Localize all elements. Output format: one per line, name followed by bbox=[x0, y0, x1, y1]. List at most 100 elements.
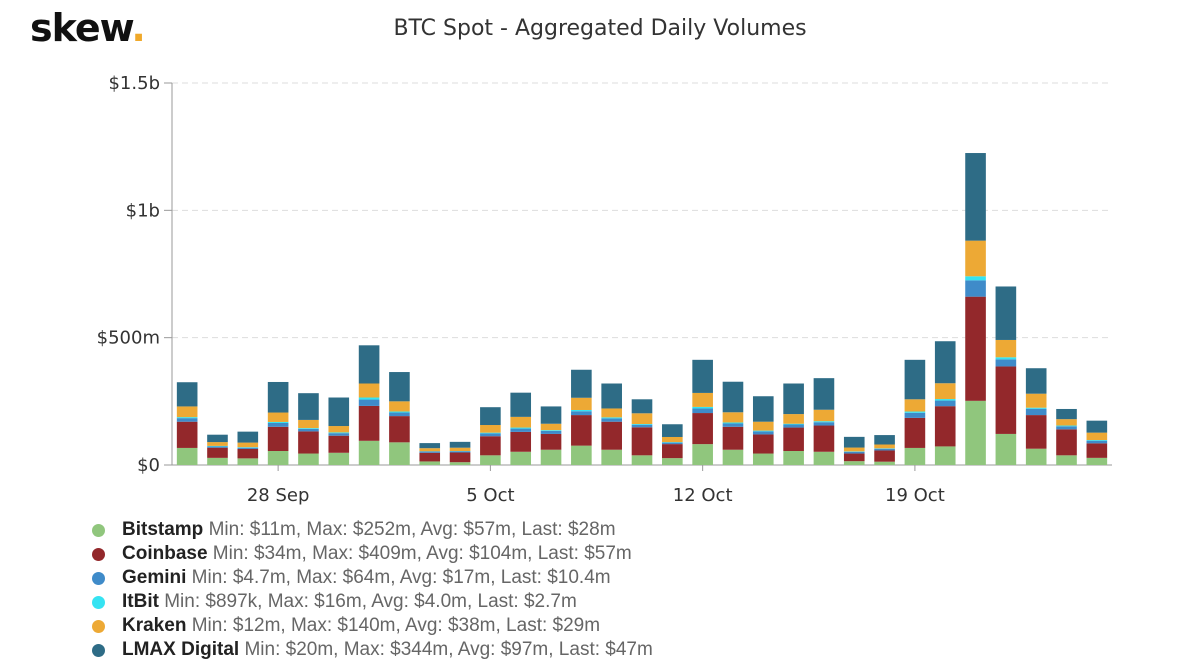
bar-segment bbox=[965, 296, 986, 401]
bar-segment bbox=[1025, 408, 1047, 416]
bar-segment bbox=[722, 423, 744, 427]
bar-segment bbox=[813, 378, 835, 410]
bar-segment bbox=[207, 445, 228, 447]
bar-segment bbox=[995, 286, 1017, 340]
bar-segment bbox=[419, 452, 441, 462]
legend-swatch bbox=[92, 572, 105, 585]
bar-segment bbox=[176, 406, 198, 418]
bar-segment bbox=[722, 412, 744, 423]
legend-item[interactable]: Bitstamp Min: $11m, Max: $252m, Avg: $57… bbox=[92, 518, 653, 542]
bar-segment bbox=[752, 453, 774, 465]
x-tick-label: 12 Oct bbox=[673, 485, 733, 506]
y-tick-label: $0 bbox=[137, 455, 160, 476]
bar-segment bbox=[207, 442, 228, 446]
y-tick-label: $500m bbox=[97, 328, 160, 349]
bar-segment bbox=[995, 339, 1017, 358]
bar-segment bbox=[298, 428, 319, 432]
bar-segment bbox=[1056, 426, 1077, 430]
bar-segment bbox=[843, 447, 865, 452]
bar-segment bbox=[267, 450, 289, 465]
legend-item[interactable]: LMAX Digital Min: $20m, Max: $344m, Avg:… bbox=[92, 638, 653, 662]
bar-segment bbox=[692, 406, 713, 409]
bar-segment bbox=[571, 409, 592, 412]
bar-segment bbox=[207, 457, 228, 465]
bar-segment bbox=[874, 444, 895, 449]
bar-segment bbox=[237, 442, 259, 448]
bar-segment bbox=[934, 383, 956, 400]
legend-swatch bbox=[92, 548, 105, 561]
bar-segment bbox=[692, 392, 713, 407]
bar-segment bbox=[662, 436, 683, 443]
bar-segment bbox=[480, 432, 501, 434]
bar-segment bbox=[662, 444, 683, 459]
bar-segment bbox=[571, 369, 592, 398]
bar-segment bbox=[601, 383, 622, 409]
bar-segment bbox=[722, 449, 744, 465]
bar-segment bbox=[631, 455, 653, 465]
logo-dot: . bbox=[131, 6, 145, 50]
legend-item[interactable]: ItBit Min: $897k, Max: $16m, Avg: $4.0m,… bbox=[92, 590, 653, 614]
bar-segment bbox=[419, 461, 441, 465]
bar-segment bbox=[358, 383, 380, 398]
bar-segment bbox=[904, 412, 926, 418]
legend-item[interactable]: Gemini Min: $4.7m, Max: $64m, Avg: $17m,… bbox=[92, 566, 653, 590]
legend-swatch bbox=[92, 644, 105, 657]
bar-segment bbox=[298, 393, 319, 420]
bar-segment bbox=[631, 427, 653, 456]
bar-segment bbox=[904, 359, 926, 400]
bar-segment bbox=[662, 424, 683, 437]
legend-item[interactable]: Kraken Min: $12m, Max: $140m, Avg: $38m,… bbox=[92, 614, 653, 638]
legend-series-stats: Min: $897k, Max: $16m, Avg: $4.0m, Last:… bbox=[158, 591, 577, 612]
bar-segment bbox=[237, 448, 259, 459]
legend-series-stats: Min: $12m, Max: $140m, Avg: $38m, Last: … bbox=[186, 615, 601, 636]
bar-segment bbox=[358, 397, 380, 400]
bar-segment bbox=[813, 422, 835, 426]
legend-item[interactable]: Coinbase Min: $34m, Max: $409m, Avg: $10… bbox=[92, 542, 653, 566]
bar-segment bbox=[934, 400, 956, 407]
bar-segment bbox=[480, 407, 501, 426]
bar-segment bbox=[237, 447, 259, 449]
bar-segment bbox=[1086, 443, 1108, 458]
bar-segment bbox=[965, 280, 986, 297]
bar-segment bbox=[813, 425, 835, 452]
bar-segment bbox=[328, 435, 350, 453]
bar-segment bbox=[813, 451, 835, 465]
bar-segment bbox=[358, 405, 380, 441]
bar-segment bbox=[904, 399, 926, 412]
bar-segment bbox=[571, 445, 592, 465]
bar-segment bbox=[237, 447, 259, 448]
bar-segment bbox=[995, 366, 1017, 434]
bar-segment bbox=[631, 424, 653, 428]
bar-segment bbox=[722, 422, 744, 424]
bar-segment bbox=[1086, 440, 1108, 441]
bar-segment bbox=[540, 406, 562, 424]
bar-segment bbox=[540, 449, 562, 465]
bar-segment bbox=[752, 434, 774, 454]
legend-swatch bbox=[92, 620, 105, 633]
bar-segment bbox=[480, 455, 501, 465]
bar-segment bbox=[298, 428, 319, 429]
bar-segment bbox=[480, 436, 501, 456]
bar-segment bbox=[510, 392, 532, 417]
bar-segment bbox=[267, 381, 289, 413]
y-tick-label: $1b bbox=[126, 200, 160, 221]
bar-segment bbox=[783, 427, 804, 451]
bar-segment bbox=[389, 416, 410, 443]
bar-segment bbox=[934, 341, 956, 384]
bar-segment bbox=[176, 382, 198, 407]
bar-segment bbox=[510, 427, 532, 429]
bar-segment bbox=[1025, 415, 1047, 449]
bar-segment bbox=[510, 431, 532, 452]
bar-segment bbox=[389, 442, 410, 465]
legend-series-stats: Min: $4.7m, Max: $64m, Avg: $17m, Last: … bbox=[186, 567, 611, 588]
bar-segment bbox=[752, 396, 774, 422]
bar-segment bbox=[540, 433, 562, 450]
bar-segment bbox=[934, 399, 956, 401]
bar-segment bbox=[298, 431, 319, 454]
bar-segment bbox=[904, 417, 926, 448]
bar-segment bbox=[389, 372, 410, 402]
bar-segment bbox=[601, 418, 622, 422]
bar-segment bbox=[904, 447, 926, 465]
bar-segment bbox=[389, 412, 410, 417]
bar-segment bbox=[237, 431, 259, 443]
